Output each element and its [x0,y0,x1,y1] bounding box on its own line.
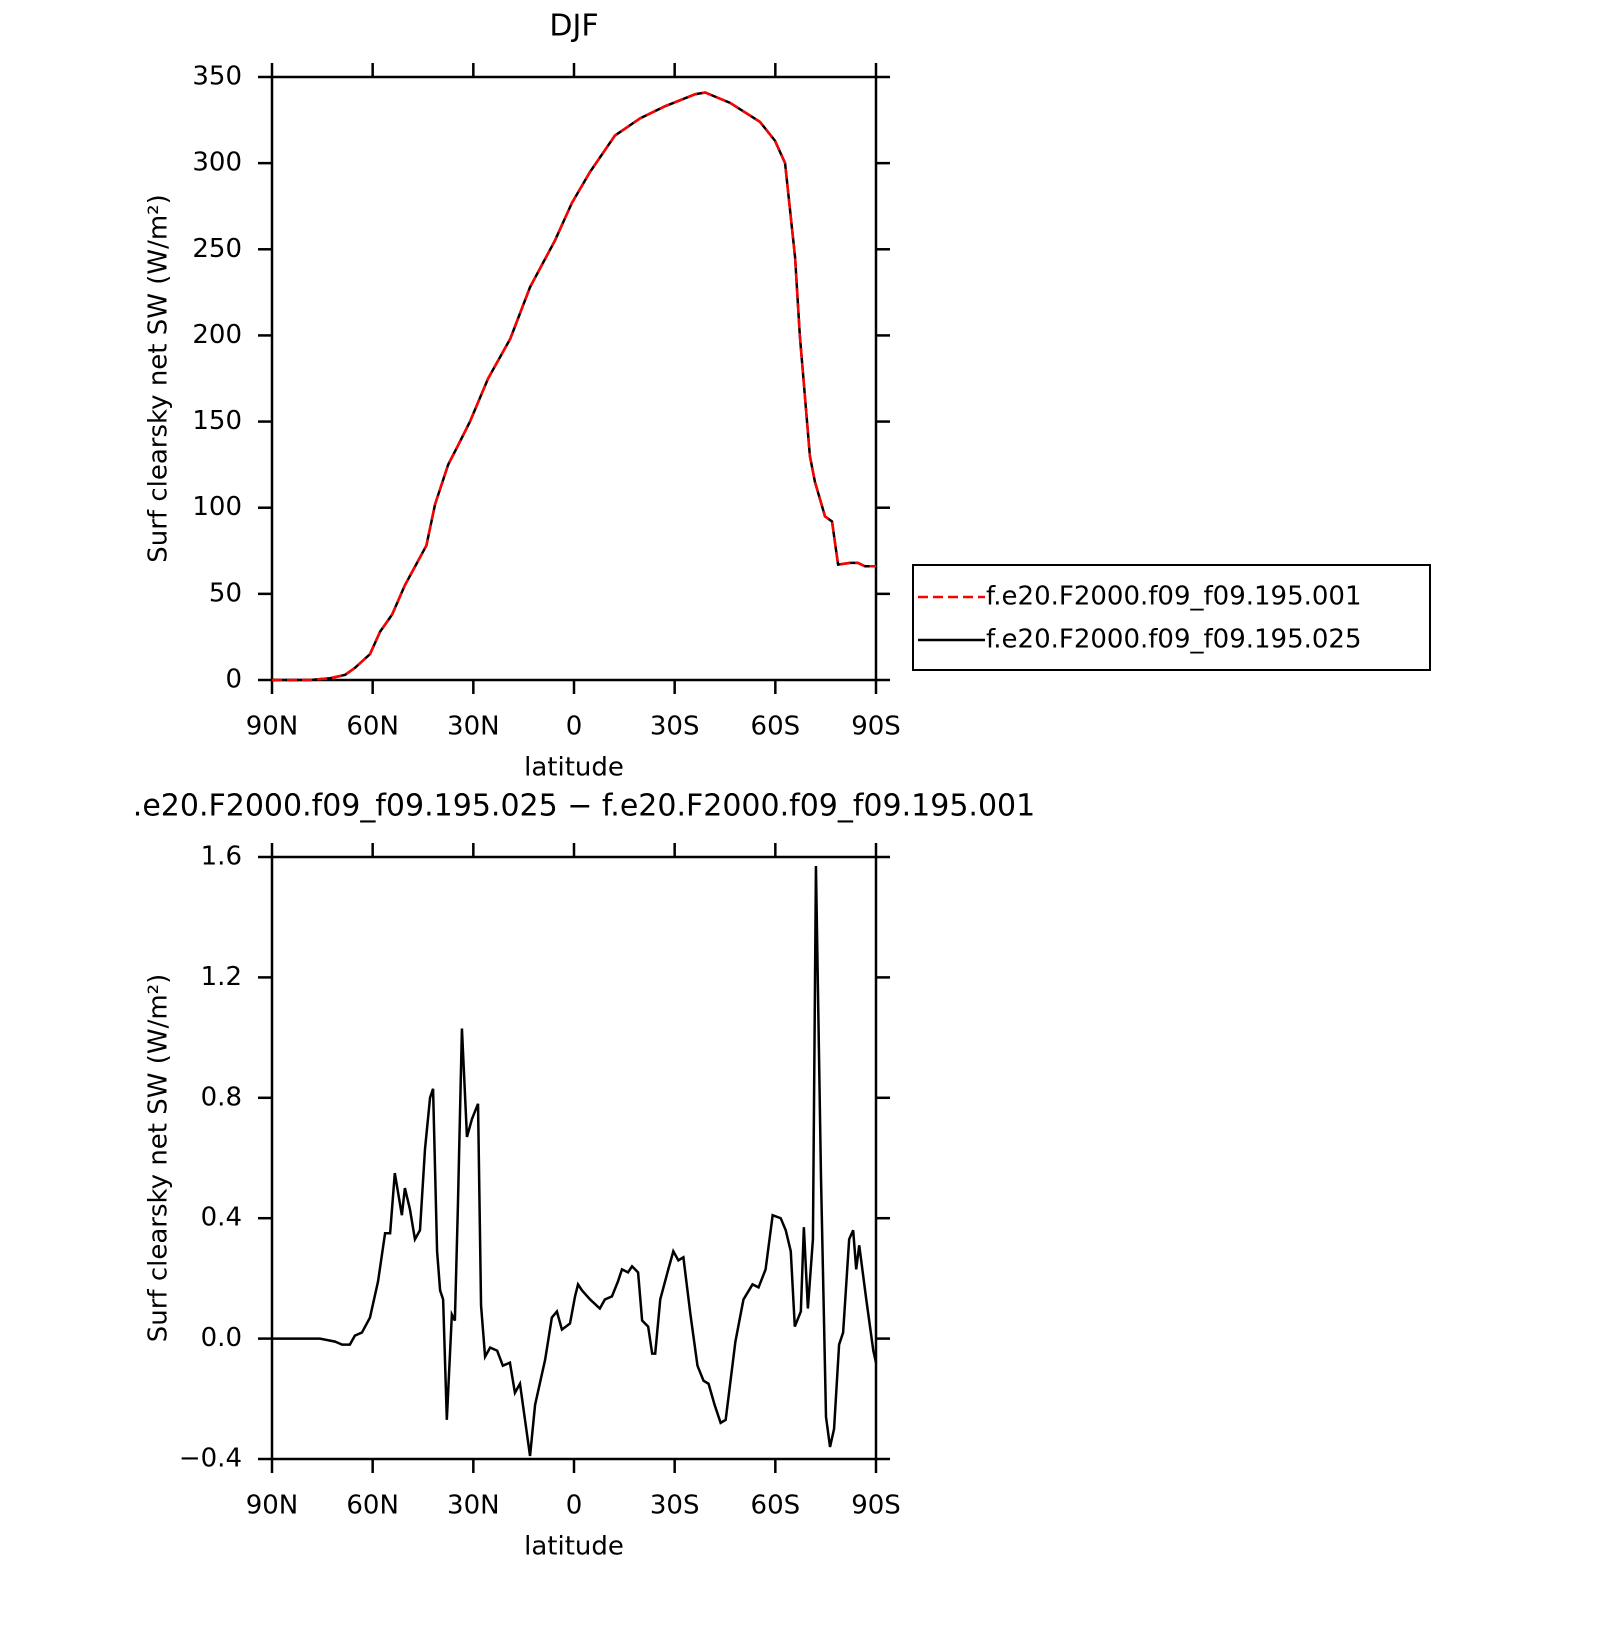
x-tick-label: 90S [851,712,901,742]
legend-label: f.e20.F2000.f09_f09.195.001 [986,582,1362,612]
x-axis-label: latitude [524,1532,624,1562]
x-tick-label: 90S [851,1491,901,1521]
chart-title: .e20.F2000.f09_f09.195.025 − f.e20.F2000… [133,789,1035,824]
y-tick-label: 0.4 [201,1203,242,1233]
x-tick-label: 0 [566,1491,583,1521]
chart-title: DJF [549,9,598,44]
y-tick-label: 150 [192,406,242,436]
x-tick-label: 60S [751,1491,801,1521]
x-axis-label: latitude [524,753,624,783]
x-tick-label: 90N [246,1491,299,1521]
data-line [272,91,876,682]
x-tick-label: 30S [650,712,700,742]
legend-box [912,564,1431,671]
plot-frame [270,855,878,1461]
y-tick-label: 200 [192,320,242,350]
x-tick-label: 30S [650,1491,700,1521]
data-line [272,866,878,1457]
x-tick-label: 30N [447,1491,500,1521]
x-tick-label: 60N [346,1491,399,1521]
y-tick-label: 0.8 [201,1082,242,1112]
y-tick-label: 100 [192,492,242,522]
legend-label: f.e20.F2000.f09_f09.195.025 [986,625,1362,655]
x-tick-label: 90N [246,712,299,742]
y-tick-label: 0 [225,665,242,695]
y-tick-label: 1.6 [201,842,242,872]
data-line [272,91,876,682]
y-tick-label: 50 [209,578,242,608]
x-tick-label: 30N [447,712,500,742]
y-axis-label: Surf clearsky net SW (W/m²) [144,194,174,562]
y-tick-label: 0.0 [201,1323,242,1353]
y-tick-label: −0.4 [179,1444,242,1474]
y-tick-label: 350 [192,62,242,92]
y-tick-label: 1.2 [201,962,242,992]
x-tick-label: 0 [566,712,583,742]
y-tick-label: 250 [192,234,242,264]
y-axis-label: Surf clearsky net SW (W/m²) [144,974,174,1342]
x-tick-label: 60S [751,712,801,742]
y-tick-label: 300 [192,148,242,178]
x-tick-label: 60N [346,712,399,742]
